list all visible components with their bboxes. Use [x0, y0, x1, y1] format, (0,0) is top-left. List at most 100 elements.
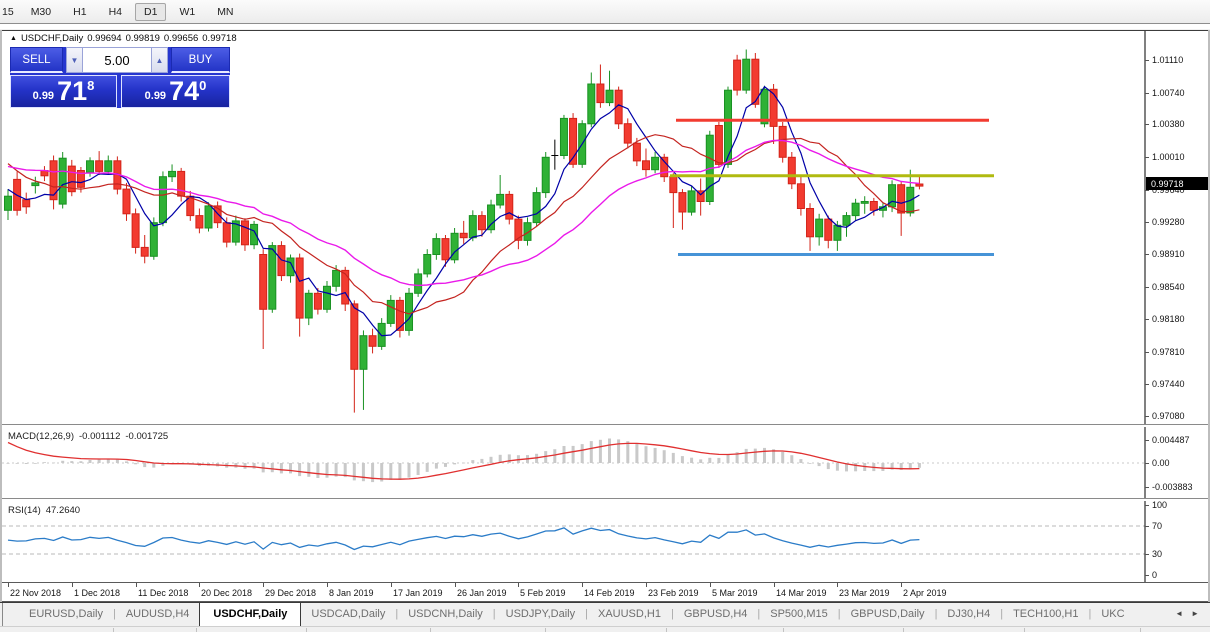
date-tick [8, 583, 9, 587]
ohlc-open: 0.99694 [87, 33, 122, 44]
price-tick-label: 0.98540 [1152, 282, 1185, 292]
date-tick-label: 29 Dec 2018 [265, 588, 317, 598]
tab-separator: | [934, 608, 938, 620]
ask-price-pip: 0 [199, 78, 207, 93]
one-click-trading-panel: SELL ▼ 5.00 ▲ BUY 0.99 71 8 0.99 74 0 [10, 47, 230, 108]
tab-eurusd-daily[interactable]: EURUSD,Daily [29, 608, 103, 620]
date-tick-label: 14 Feb 2019 [584, 588, 635, 598]
collapse-icon[interactable]: ▲ [10, 35, 17, 42]
date-tick-label: 23 Mar 2019 [839, 588, 890, 598]
bid-price[interactable]: 0.99 71 8 [10, 75, 117, 108]
scroll-right-icon[interactable]: ► [1191, 609, 1207, 618]
date-tick [263, 583, 264, 587]
indicator-tick-label: 0.00 [1152, 458, 1170, 468]
tab-gbpusd-daily[interactable]: GBPUSD,Daily [850, 608, 925, 620]
date-tick-label: 1 Dec 2018 [74, 588, 121, 598]
indicator-tick [1145, 440, 1149, 441]
tab-separator: | [112, 608, 116, 620]
date-tick [72, 583, 73, 587]
ohlc-close: 0.99718 [202, 33, 237, 44]
tab-dj30-h4[interactable]: DJ30,H4 [947, 608, 991, 620]
tab-scroll-arrows[interactable]: ◄► [1175, 609, 1207, 618]
macd-chart[interactable] [2, 427, 1208, 498]
rsi-indicator-label: RSI(14) 47.2640 [8, 505, 81, 516]
tab-xauusd-h1[interactable]: XAUUSD,H1 [597, 608, 661, 620]
rsi-panel[interactable] [2, 501, 1208, 583]
buy-button[interactable]: BUY [171, 47, 230, 73]
tab-gbpusd-h4[interactable]: GBPUSD,H4 [683, 608, 748, 620]
price-tick [1145, 124, 1149, 125]
indicator-tick-label: -0.003883 [1152, 482, 1193, 492]
date-tick [199, 583, 200, 587]
column-divider [113, 628, 114, 632]
tab-usdcad-daily[interactable]: USDCAD,Daily [311, 608, 386, 620]
date-tick-label: 2 Apr 2019 [903, 588, 947, 598]
tabbar-left-edge [2, 603, 19, 626]
price-tick-label: 0.99280 [1152, 217, 1185, 227]
timeframe-m30[interactable]: M30 [30, 5, 52, 18]
indicator-tick-label: 100 [1152, 500, 1168, 510]
column-divider [545, 628, 546, 632]
tab-usdcnh-daily[interactable]: USDCNH,Daily [408, 608, 483, 620]
chevron-up-icon: ▲ [155, 55, 164, 65]
timeframe-h1[interactable]: H1 [73, 5, 87, 18]
date-tick [327, 583, 328, 587]
date-tick-label: 23 Feb 2019 [648, 588, 699, 598]
price-tick [1145, 222, 1149, 223]
tab-usdchf-daily[interactable]: USDCHF,Daily [199, 602, 302, 626]
price-tick [1145, 384, 1149, 385]
ask-price[interactable]: 0.99 74 0 [121, 75, 230, 108]
indicator-tick-label: 70 [1152, 521, 1163, 531]
date-tick [455, 583, 456, 587]
macd-panel[interactable] [2, 427, 1208, 498]
tab-separator: | [492, 608, 496, 620]
tab-sp500-m15[interactable]: SP500,M15 [770, 608, 828, 620]
tab-separator: | [757, 608, 761, 620]
ohlc-low: 0.99656 [163, 33, 199, 44]
timeframe-mn[interactable]: MN [217, 5, 234, 18]
volume-increase-button[interactable]: ▲ [151, 47, 168, 73]
timeframe-toolbar: 15 M30 H1 H4 D1 W1 MN [0, 0, 1210, 24]
date-tick-label: 17 Jan 2019 [393, 588, 443, 598]
chart-symbol: USDCHF,Daily [20, 33, 84, 44]
price-tick [1145, 93, 1149, 94]
indicator-tick-label: 30 [1152, 549, 1163, 559]
tab-separator: | [1000, 608, 1004, 620]
date-tick-label: 20 Dec 2018 [201, 588, 253, 598]
volume-decrease-button[interactable]: ▼ [66, 47, 83, 73]
tab-separator: | [670, 608, 674, 620]
candlestick-chart[interactable] [2, 31, 1208, 425]
tab-ukc[interactable]: UKC [1101, 608, 1125, 620]
timeframe-w1[interactable]: W1 [179, 5, 196, 18]
scroll-left-icon[interactable]: ◄ [1175, 609, 1192, 618]
price-tick-label: 0.97810 [1152, 347, 1185, 357]
chevron-down-icon: ▼ [70, 55, 79, 65]
tab-usdjpy-daily[interactable]: USDJPY,Daily [505, 608, 576, 620]
date-tick-label: 11 Dec 2018 [138, 588, 189, 598]
ohlc-high: 0.99819 [125, 33, 160, 44]
column-divider [666, 628, 667, 632]
date-tick-label: 5 Mar 2019 [712, 588, 758, 598]
date-tick-label: 8 Jan 2019 [329, 588, 374, 598]
time-axis[interactable]: 22 Nov 2018 1 Dec 2018 11 Dec 2018 20 Dec 2… [2, 583, 1208, 602]
column-divider [430, 628, 431, 632]
tab-audusd-h4[interactable]: AUDUSD,H4 [125, 608, 190, 620]
date-tick-label: 26 Jan 2019 [457, 588, 507, 598]
price-tick-label: 0.99640 [1152, 185, 1185, 195]
rsi-chart[interactable] [2, 501, 1208, 582]
price-tick-label: 1.00010 [1152, 152, 1185, 162]
price-tick-label: 0.97440 [1152, 379, 1185, 389]
chart-header: ▲ USDCHF,Daily 0.99694 0.99819 0.99656 0.9971… [10, 33, 241, 44]
sell-button[interactable]: SELL [10, 47, 63, 73]
volume-input[interactable]: 5.00 [83, 47, 151, 73]
tab-tech100-h1[interactable]: TECH100,H1 [1013, 608, 1079, 620]
timeframe-15[interactable]: 15 [2, 5, 14, 18]
timeframe-d1[interactable]: D1 [135, 2, 167, 21]
price-tick-label: 1.01110 [1152, 55, 1184, 65]
indicator-tick-label: 0 [1152, 570, 1158, 580]
date-tick [136, 583, 137, 587]
timeframe-h4[interactable]: H4 [108, 5, 122, 18]
macd-indicator-label: MACD(12,26,9) -0.001112 -0.001725 [8, 431, 169, 442]
date-tick [774, 583, 775, 587]
price-tick [1145, 60, 1149, 61]
